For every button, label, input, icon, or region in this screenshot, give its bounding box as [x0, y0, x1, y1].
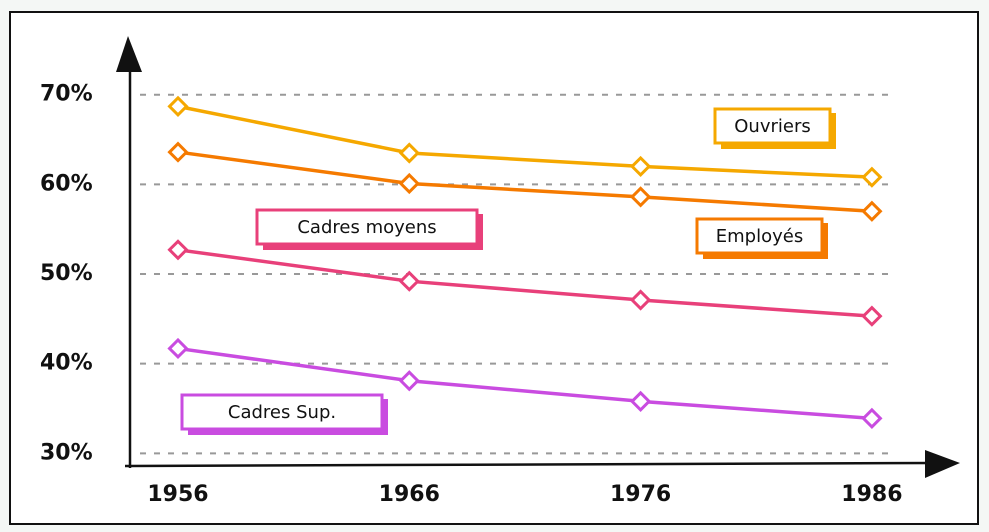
point-marker: [629, 186, 652, 208]
y-axis-arrow: [116, 36, 142, 72]
legend-box: [180, 393, 384, 431]
legend-box: [713, 107, 832, 145]
point-marker: [398, 270, 420, 292]
y-tick-label: 70%: [40, 82, 93, 107]
x-tick-label: 1986: [841, 482, 902, 507]
y-tick-label: 60%: [40, 171, 93, 196]
point-marker: [398, 142, 420, 164]
series-line: [177, 346, 873, 421]
series-line: [177, 150, 873, 214]
point-marker: [398, 370, 420, 392]
point-marker: [398, 172, 420, 195]
legend-box: [255, 208, 479, 246]
y-tick-label: 50%: [40, 261, 93, 286]
y-tick-label: 40%: [40, 351, 93, 376]
x-axis: [124, 461, 936, 468]
legend-label: Cadres moyens: [297, 217, 436, 238]
legend-label: Cadres Sup.: [228, 402, 336, 423]
point-marker: [167, 95, 189, 117]
legend-label: Ouvriers: [734, 116, 810, 137]
x-axis-arrow: [925, 450, 960, 478]
series-line: [177, 104, 872, 179]
point-marker: [861, 407, 883, 429]
x-tick-label: 1976: [610, 482, 671, 507]
y-tick-label: 30%: [40, 440, 93, 465]
x-tick-label: 1956: [147, 482, 208, 507]
point-marker: [629, 390, 652, 412]
point-marker: [861, 166, 883, 188]
point-marker: [861, 200, 883, 222]
frame: [9, 11, 979, 525]
legend-box: [695, 217, 824, 255]
point-marker: [167, 141, 189, 163]
point-marker: [629, 289, 652, 311]
point-marker: [167, 337, 189, 360]
series-line: [177, 248, 873, 318]
point-marker: [167, 239, 189, 261]
legend-label: Employés: [716, 226, 803, 247]
point-marker: [861, 305, 883, 327]
x-tick-label: 1966: [379, 482, 440, 507]
point-marker: [629, 155, 652, 178]
